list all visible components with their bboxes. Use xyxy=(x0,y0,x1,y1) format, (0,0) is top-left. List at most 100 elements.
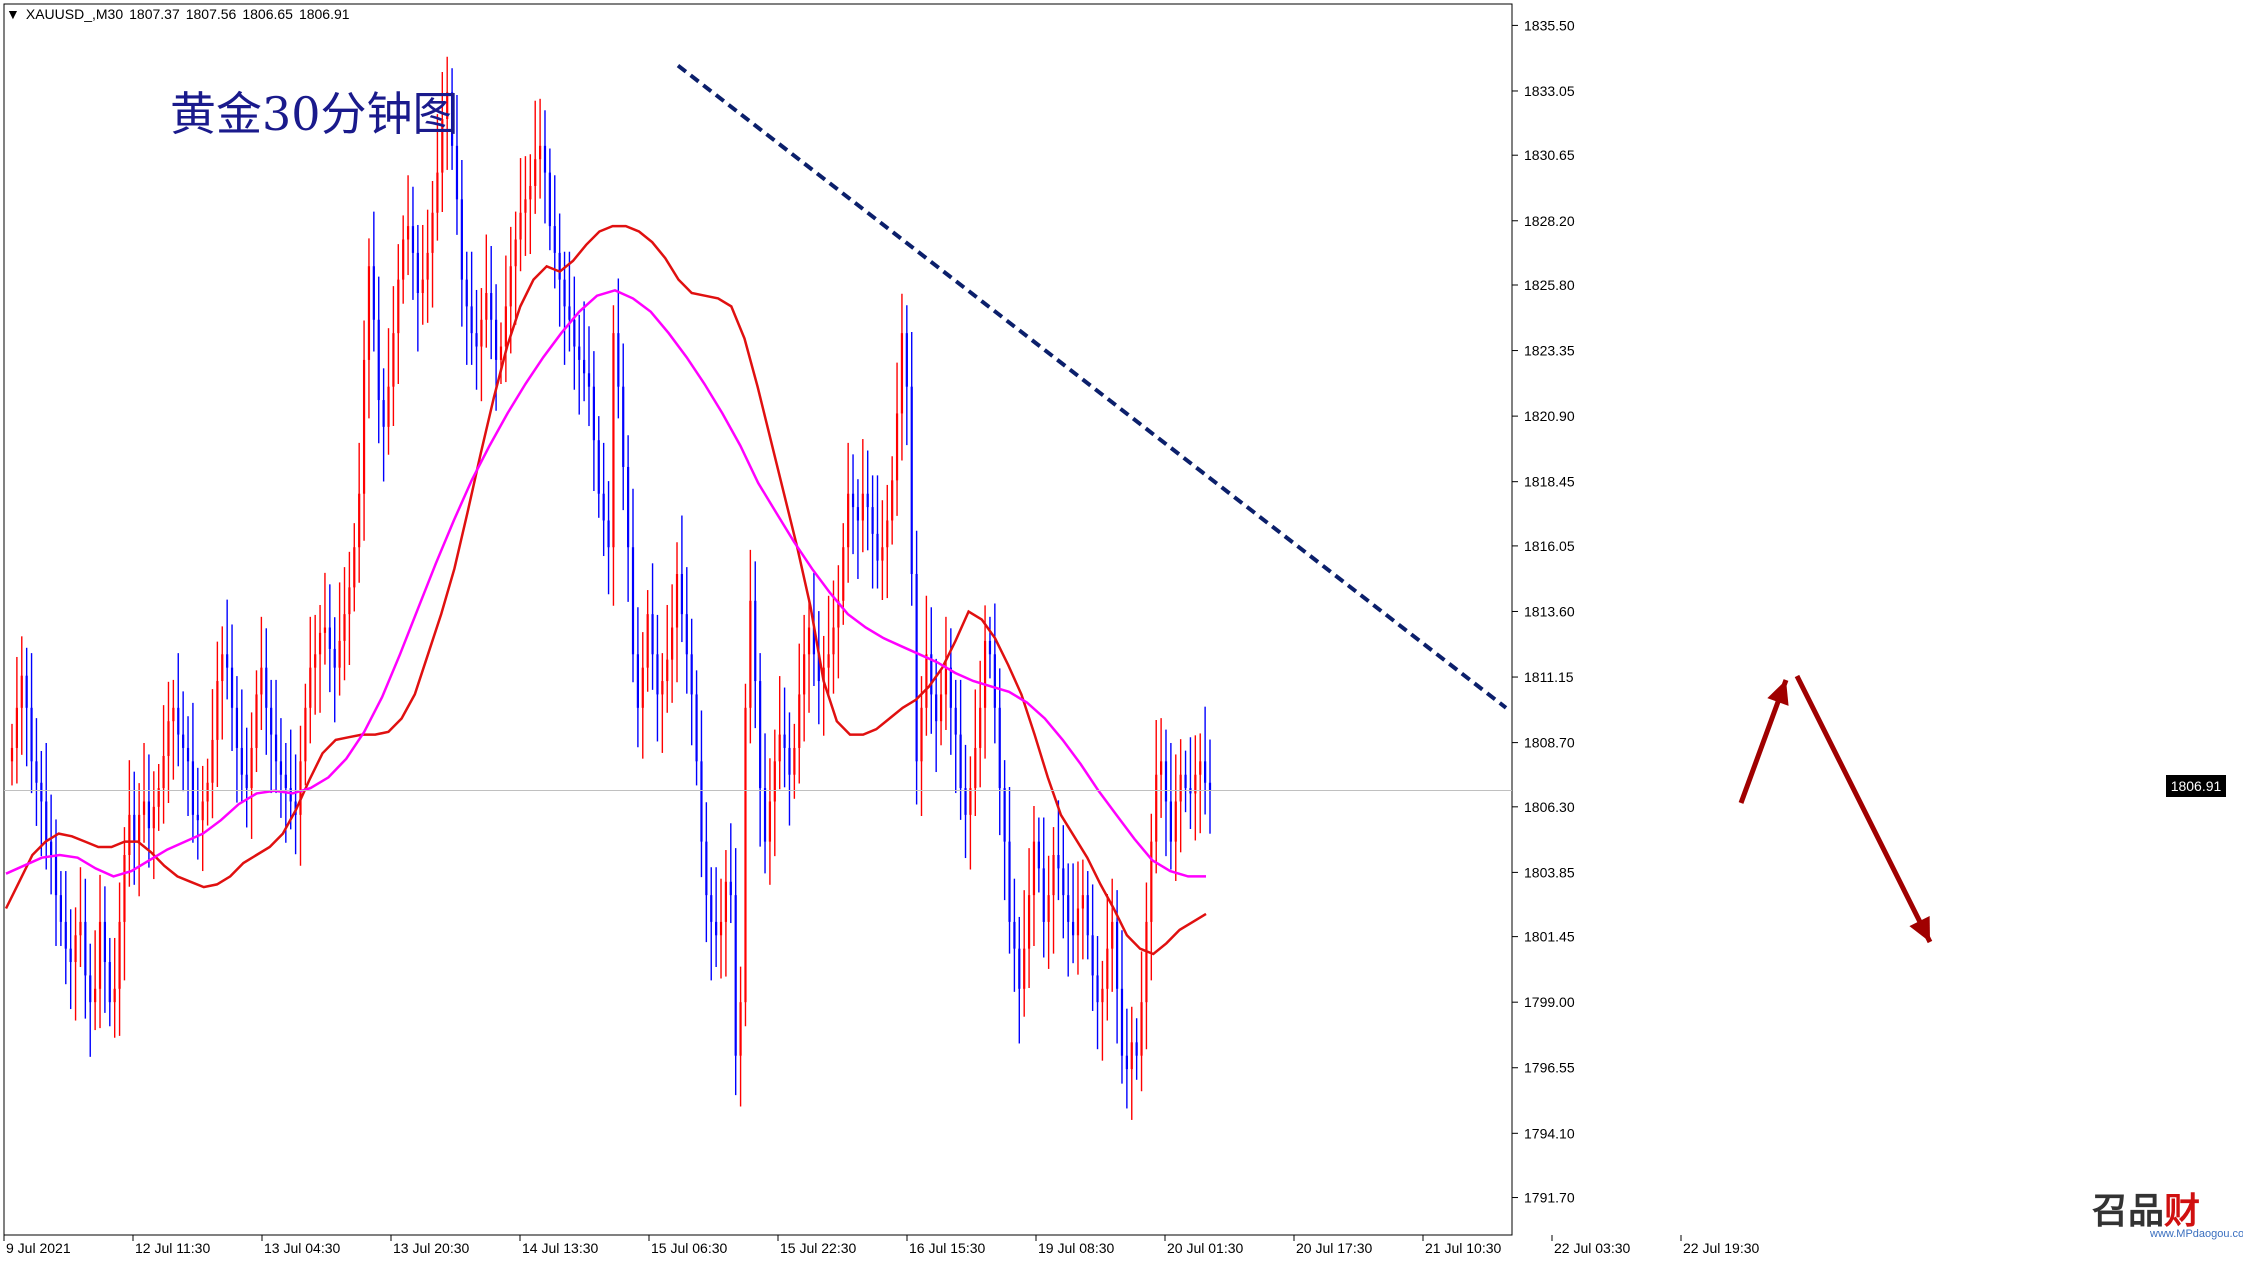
bull-candle xyxy=(612,333,615,548)
bull-candle xyxy=(920,707,923,762)
x-tick-label: 14 Jul 13:30 xyxy=(522,1240,598,1256)
bull-candle xyxy=(499,346,503,360)
bull-candle xyxy=(318,632,322,655)
bull-candle xyxy=(221,654,224,682)
bull-candle xyxy=(847,493,850,548)
bear-candle xyxy=(475,333,478,347)
bear-candle xyxy=(182,734,185,748)
bull-candle xyxy=(749,600,752,708)
bull-candle xyxy=(881,547,884,561)
bear-candle xyxy=(450,92,454,146)
bull-candle xyxy=(348,587,351,615)
bear-candle xyxy=(89,975,92,1003)
bear-candle xyxy=(602,493,605,521)
x-tick-label: 13 Jul 04:30 xyxy=(264,1240,340,1256)
bull-candle xyxy=(201,801,204,821)
bear-candle xyxy=(998,707,1001,789)
bull-candle xyxy=(392,333,395,387)
bull-candle xyxy=(94,988,97,1003)
x-tick-label: 22 Jul 19:30 xyxy=(1683,1240,1759,1256)
bear-candle xyxy=(265,667,268,708)
bull-candle xyxy=(793,747,796,775)
bull-candle xyxy=(79,921,82,936)
bear-candle xyxy=(705,841,708,896)
bull-candle xyxy=(441,119,444,173)
bull-candle xyxy=(480,319,483,347)
bull-candle xyxy=(666,659,669,682)
bull-candle xyxy=(1140,1002,1143,1056)
bear-candle xyxy=(1062,868,1065,896)
bear-candle xyxy=(230,667,234,708)
x-tick-label: 15 Jul 06:30 xyxy=(651,1240,727,1256)
bull-candle xyxy=(944,667,948,695)
bear-candle xyxy=(1008,841,1011,922)
bear-candle xyxy=(607,520,610,548)
bull-candle xyxy=(358,493,361,548)
bull-candle xyxy=(260,667,263,695)
bear-candle xyxy=(930,654,933,695)
watermark-brand-2: 财 xyxy=(2164,1190,2201,1231)
bear-candle xyxy=(690,654,693,695)
current-price-tag: 1806.91 xyxy=(2166,775,2226,797)
resistance-trendline xyxy=(676,63,1508,710)
bear-candle xyxy=(680,574,684,615)
bear-candle xyxy=(1125,1055,1128,1070)
bear-candle xyxy=(245,774,248,789)
bear-candle xyxy=(1091,935,1094,976)
bear-candle xyxy=(710,895,713,922)
bull-candle xyxy=(1076,908,1080,936)
bull-candle xyxy=(98,921,102,989)
bull-candle xyxy=(807,627,811,655)
bull-candle xyxy=(1159,761,1163,775)
bear-candle xyxy=(871,507,874,534)
bear-candle xyxy=(64,921,67,949)
bull-candle xyxy=(842,547,845,601)
bear-candle xyxy=(910,386,913,575)
bull-candle xyxy=(1027,895,1031,949)
x-tick-label: 20 Jul 01:30 xyxy=(1167,1240,1243,1256)
chart-menu-icon[interactable]: ▼ xyxy=(6,6,20,22)
x-tick-label: 9 Jul 2021 xyxy=(6,1240,71,1256)
x-tick-label: 15 Jul 22:30 xyxy=(780,1240,856,1256)
bull-candle xyxy=(969,788,972,815)
bull-candle xyxy=(724,881,728,922)
bear-candle xyxy=(470,306,473,334)
y-tick-label: 1828.20 xyxy=(1524,213,1575,229)
bull-candle xyxy=(861,493,864,521)
x-tick-label: 13 Jul 20:30 xyxy=(393,1240,469,1256)
bear-candle xyxy=(289,788,292,802)
y-tick-label: 1794.10 xyxy=(1524,1125,1575,1141)
bull-candle xyxy=(778,734,781,762)
bull-candle xyxy=(314,654,317,668)
bull-candle xyxy=(436,172,439,213)
bull-candle xyxy=(895,413,899,481)
bull-candle xyxy=(509,266,512,307)
bear-candle xyxy=(25,675,28,708)
bull-candle xyxy=(397,279,400,334)
bull-candle xyxy=(1047,895,1050,922)
x-tick-label: 12 Jul 11:30 xyxy=(135,1240,210,1256)
bear-candle xyxy=(866,493,869,508)
symbol-header: ▼ XAUUSD_,M30 1807.37 1807.56 1806.65 1806.91 xyxy=(6,6,356,22)
bear-candle xyxy=(133,814,136,842)
bear-candle xyxy=(851,493,855,508)
bull-candle xyxy=(255,694,258,748)
bull-candle xyxy=(362,359,366,494)
bear-candle xyxy=(817,654,820,682)
bull-candle xyxy=(426,252,429,280)
bull-candle xyxy=(886,520,889,548)
bear-candle xyxy=(856,507,860,521)
y-tick-label: 1830.65 xyxy=(1524,147,1575,163)
bear-candle xyxy=(759,681,762,789)
bull-candle xyxy=(768,801,772,842)
y-tick-label: 1825.80 xyxy=(1524,277,1575,293)
bull-candle xyxy=(142,801,146,815)
bear-candle xyxy=(543,145,547,173)
bear-candle xyxy=(685,614,688,655)
bear-candle xyxy=(592,386,595,441)
bull-candle xyxy=(338,640,341,668)
bull-candle xyxy=(74,935,77,963)
bear-candle xyxy=(240,747,243,775)
bull-candle xyxy=(519,212,522,240)
